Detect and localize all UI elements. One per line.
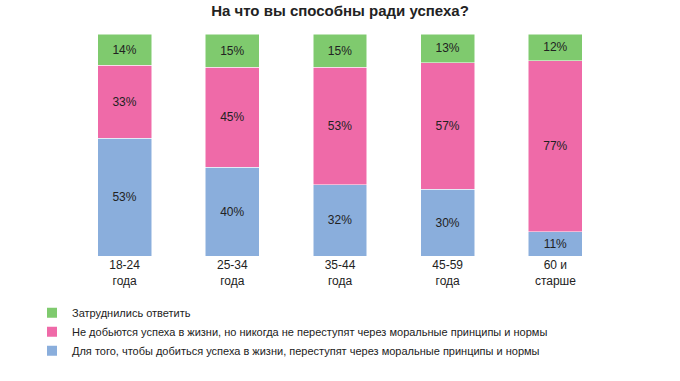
svg-text:11%: 11% [544, 237, 567, 251]
svg-text:18-24года: 18-24года [109, 258, 140, 288]
svg-text:33%: 33% [112, 95, 136, 109]
svg-text:60 истарше: 60 истарше [535, 258, 576, 288]
svg-text:15%: 15% [328, 44, 352, 58]
svg-text:Не добьются успеха в жизни, но: Не добьются успеха в жизни, но никогда н… [72, 326, 547, 338]
svg-text:30%: 30% [436, 216, 460, 230]
svg-text:77%: 77% [543, 139, 567, 153]
svg-text:13%: 13% [436, 41, 460, 55]
svg-text:53%: 53% [112, 190, 136, 204]
svg-text:12%: 12% [543, 40, 567, 54]
svg-text:25-34года: 25-34года [217, 258, 248, 288]
svg-text:35-44года: 35-44года [325, 258, 356, 288]
svg-text:53%: 53% [328, 119, 352, 133]
svg-text:15%: 15% [220, 44, 244, 58]
svg-text:Для того, чтобы добиться успех: Для того, чтобы добиться успеха в жизни,… [72, 345, 540, 357]
svg-text:57%: 57% [436, 119, 460, 133]
svg-text:14%: 14% [112, 43, 136, 57]
svg-text:45%: 45% [220, 110, 244, 124]
svg-text:45-59года: 45-59года [432, 258, 463, 288]
svg-text:32%: 32% [328, 213, 352, 227]
svg-text:40%: 40% [220, 205, 244, 219]
svg-text:На что вы способны ради успеха: На что вы способны ради успеха? [211, 2, 469, 19]
svg-text:Затруднились ответить: Затруднились ответить [72, 307, 191, 319]
